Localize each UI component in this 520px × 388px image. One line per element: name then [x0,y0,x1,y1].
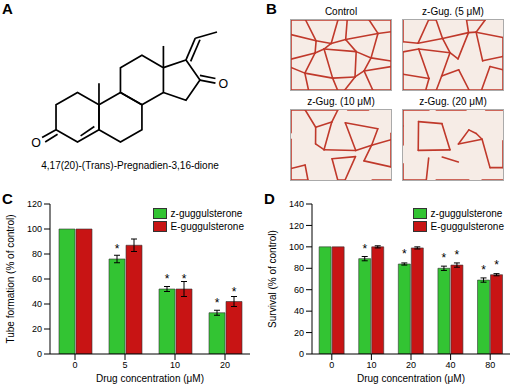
svg-text:*: * [115,242,120,256]
svg-text:140: 140 [289,199,304,209]
svg-text:100: 100 [27,224,42,234]
svg-text:*: * [362,242,367,256]
html-text:z-Gug. (10 μM): z-Gug. (10 μM) [307,96,375,107]
svg-text:*: * [165,272,170,286]
svg-text:40: 40 [446,360,456,370]
svg-text:100: 100 [289,242,304,252]
html-text:E-guggulsterone: E-guggulsterone [170,221,244,232]
svg-text:0: 0 [329,360,334,370]
svg-text:5: 5 [122,360,127,370]
svg-text:*: * [215,296,220,310]
svg-text:40: 40 [294,306,304,316]
svg-text:120: 120 [27,199,42,209]
svg-text:20: 20 [294,328,304,338]
svg-text:*: * [442,251,447,265]
svg-text:80: 80 [32,249,42,259]
svg-text:80: 80 [294,263,304,273]
svg-text:20: 20 [32,324,42,334]
svg-text:Survival (% of control): Survival (% of control) [267,230,278,328]
html-text:C: C [2,190,13,207]
html-text:B: B [266,0,277,17]
svg-text:60: 60 [32,274,42,284]
html-text:4,17(20)-(Trans)-Pregnadien-3,: 4,17(20)-(Trans)-Pregnadien-3,16-dione [41,160,219,171]
svg-text:10: 10 [170,360,180,370]
svg-text:*: * [182,272,187,286]
svg-text:Drug concentration (μM): Drug concentration (μM) [357,373,465,384]
html-text:z-guggulsterone: z-guggulsterone [170,208,243,219]
svg-text:40: 40 [32,299,42,309]
svg-text:*: * [481,263,486,277]
html-text:Control: Control [324,6,358,17]
html-text:D: D [264,190,275,207]
svg-text:*: * [494,258,499,272]
svg-text:20: 20 [406,360,416,370]
svg-text:*: * [455,248,460,262]
svg-text:*: * [402,247,407,261]
svg-text:80: 80 [485,360,495,370]
html-text:E-guggulsterone: E-guggulsterone [430,221,504,232]
svg-text:O: O [219,77,229,91]
svg-text:0: 0 [72,360,77,370]
svg-text:10: 10 [366,360,376,370]
html-text:z-guggulsterone: z-guggulsterone [430,208,503,219]
svg-text:120: 120 [289,221,304,231]
html-text:z-Gug. (5 μM): z-Gug. (5 μM) [422,6,484,17]
html-text:z-Gug. (20 μM): z-Gug. (20 μM) [419,96,487,107]
svg-text:O: O [31,136,41,150]
svg-text:Tube formation (% of control): Tube formation (% of control) [5,214,16,343]
svg-text:60: 60 [294,285,304,295]
svg-text:20: 20 [220,360,230,370]
svg-text:0: 0 [299,349,304,359]
svg-text:Drug concentration (μM): Drug concentration (μM) [96,373,204,384]
svg-text:*: * [232,285,237,299]
svg-text:0: 0 [37,349,42,359]
html-text:A: A [2,0,13,17]
